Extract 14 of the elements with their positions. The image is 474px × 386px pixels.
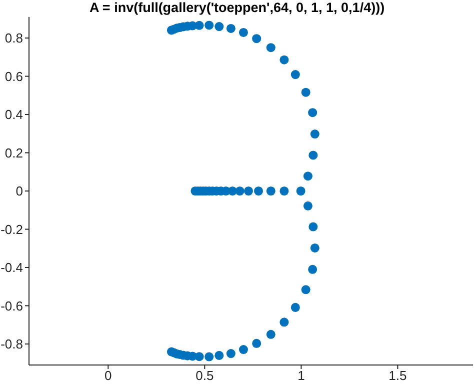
y-tick-label: -0.8 xyxy=(0,336,23,352)
x-tick-label: 1 xyxy=(298,368,305,384)
y-tick-label: -0.6 xyxy=(0,298,23,314)
x-tick-label: 1.5 xyxy=(388,368,407,384)
x-tick-label: 0.5 xyxy=(196,368,214,384)
y-tick-label: 0.8 xyxy=(4,30,23,46)
y-tick-label: -0.2 xyxy=(0,222,23,237)
y-tick-label: 0.4 xyxy=(4,107,23,122)
y-tick-label: 0 xyxy=(16,184,23,199)
x-tick-label: 0 xyxy=(104,368,112,384)
chart-title: A = inv(full(gallery('toeppen',64, 0, 1, 1, 0,1/4))) xyxy=(88,0,386,15)
y-tick-label: 0.2 xyxy=(4,145,23,160)
y-tick-label: -0.4 xyxy=(0,260,23,276)
y-tick-label: 0.6 xyxy=(4,68,23,84)
